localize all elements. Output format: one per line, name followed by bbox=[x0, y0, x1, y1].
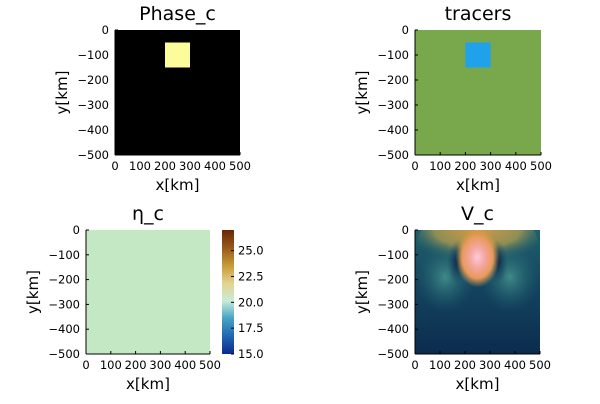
y-tick-label: −300 bbox=[77, 98, 109, 112]
y-tick-label: −400 bbox=[377, 322, 409, 336]
y-tick-label: −500 bbox=[377, 148, 409, 162]
x-tick-label: 300 bbox=[179, 159, 201, 173]
panel-phase-c: 0 100 200 300 400 500 0 −100 −200 −300 −400 −500 Pha… bbox=[53, 3, 251, 194]
y-tick-label: 0 bbox=[102, 23, 109, 37]
y-tick-label: −400 bbox=[377, 123, 409, 137]
x-tick-label: 100 bbox=[429, 159, 451, 173]
y-tick-label: −200 bbox=[77, 73, 109, 87]
x-tick-label: 300 bbox=[480, 159, 502, 173]
x-tick-label: 200 bbox=[125, 358, 147, 372]
x-tick-label: 400 bbox=[505, 159, 527, 173]
y-tick-label: −300 bbox=[377, 297, 409, 311]
y-tick-label: −500 bbox=[48, 347, 80, 361]
x-axis-label: x[km] bbox=[456, 176, 500, 194]
y-axis-label: y[km] bbox=[353, 71, 371, 115]
x-tick-label: 500 bbox=[529, 358, 551, 372]
x-tick-label: 400 bbox=[204, 159, 226, 173]
y-tick-label: −100 bbox=[48, 248, 80, 262]
y-tick-label: −200 bbox=[377, 73, 409, 87]
y-axis-label: y[km] bbox=[353, 270, 371, 314]
anomaly-block bbox=[465, 42, 491, 68]
x-tick-label: 0 bbox=[411, 358, 418, 372]
colorbar-tick-label: 20.0 bbox=[238, 295, 264, 309]
x-tick-label: 500 bbox=[199, 358, 221, 372]
y-tick-label: −100 bbox=[377, 48, 409, 62]
panel-title: tracers bbox=[445, 3, 512, 25]
x-tick-label: 100 bbox=[129, 159, 151, 173]
colorbar-tick-label: 25.0 bbox=[238, 244, 264, 258]
panel-eta-c: 0 100 200 300 400 500 0 −100 −200 −300 −400 −500 η_c… bbox=[24, 203, 264, 393]
x-axis-label: x[km] bbox=[156, 176, 200, 194]
y-axis-label: y[km] bbox=[53, 71, 71, 115]
y-tick-label: −300 bbox=[377, 98, 409, 112]
x-tick-label: 300 bbox=[479, 358, 501, 372]
panel-title: V_c bbox=[461, 203, 494, 225]
x-tick-label: 500 bbox=[229, 159, 251, 173]
panel-tracers: 0 100 200 300 400 500 0 −100 −200 −300 −400 −500 tra… bbox=[353, 3, 552, 194]
y-tick-label: 0 bbox=[402, 23, 409, 37]
panel-v-c: 0 100 200 300 400 500 0 −100 −200 −300 −400 −500 V_c… bbox=[353, 203, 551, 393]
y-tick-label: −500 bbox=[377, 347, 409, 361]
x-tick-label: 200 bbox=[154, 159, 176, 173]
colorbar-tick-label: 17.5 bbox=[238, 321, 264, 335]
colorbar-tick-label: 15.0 bbox=[238, 347, 264, 361]
colorbar-tick-label: 22.5 bbox=[238, 270, 264, 284]
panel-title: η_c bbox=[132, 203, 164, 225]
x-tick-label: 300 bbox=[149, 358, 171, 372]
y-tick-label: −400 bbox=[77, 123, 109, 137]
colorbar-gradient bbox=[222, 230, 234, 354]
y-tick-label: −100 bbox=[377, 248, 409, 262]
y-axis-label: y[km] bbox=[24, 270, 42, 314]
x-tick-label: 0 bbox=[82, 358, 89, 372]
x-axis-label: x[km] bbox=[126, 375, 170, 393]
y-tick-label: −100 bbox=[77, 48, 109, 62]
x-tick-label: 500 bbox=[530, 159, 552, 173]
y-tick-label: 0 bbox=[402, 223, 409, 237]
x-tick-label: 400 bbox=[504, 358, 526, 372]
x-tick-label: 0 bbox=[411, 159, 418, 173]
x-tick-label: 100 bbox=[429, 358, 451, 372]
y-tick-label: 0 bbox=[73, 223, 80, 237]
x-tick-label: 0 bbox=[111, 159, 118, 173]
x-tick-label: 400 bbox=[174, 358, 196, 372]
x-tick-label: 200 bbox=[454, 159, 476, 173]
x-tick-label: 100 bbox=[100, 358, 122, 372]
panel-title: Phase_c bbox=[139, 3, 216, 25]
x-axis-label: x[km] bbox=[456, 375, 500, 393]
y-tick-label: −200 bbox=[48, 273, 80, 287]
colorbar: 15.0 17.5 20.0 22.5 25.0 bbox=[222, 230, 264, 361]
y-tick-label: −400 bbox=[48, 322, 80, 336]
anomaly-block bbox=[165, 42, 190, 68]
vc-field bbox=[415, 230, 540, 354]
y-tick-label: −200 bbox=[377, 273, 409, 287]
x-tick-label: 200 bbox=[454, 358, 476, 372]
field-background bbox=[86, 230, 210, 354]
y-tick-label: −500 bbox=[77, 148, 109, 162]
y-tick-label: −300 bbox=[48, 297, 80, 311]
